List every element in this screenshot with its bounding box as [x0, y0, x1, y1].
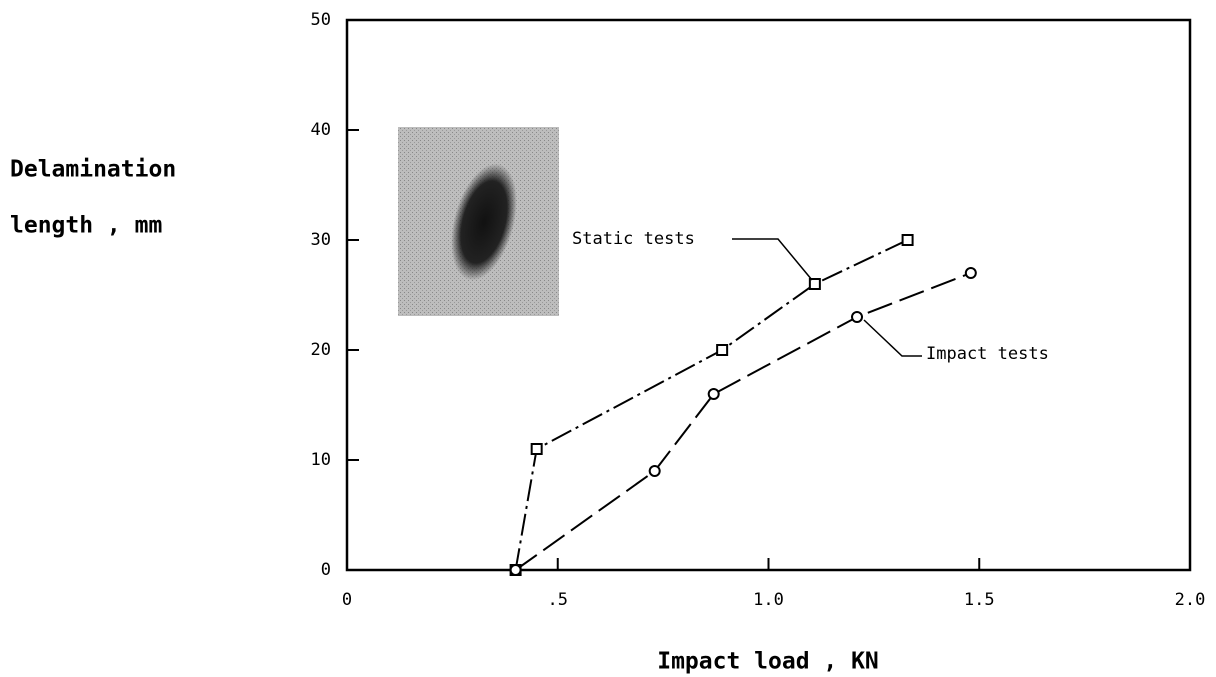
marker [716, 344, 729, 356]
inset-image [398, 127, 559, 316]
series-line [515, 272, 972, 571]
marker [851, 311, 864, 323]
y-tick-label: 10 [311, 450, 331, 470]
annotation: Static tests [572, 229, 695, 249]
y-tick-label: 40 [311, 120, 331, 140]
leader-line [732, 238, 813, 281]
y-tick-label: 20 [311, 340, 331, 360]
x-axis-label: Impact load , KN [657, 649, 879, 675]
x-tick-label: 0 [342, 590, 352, 610]
marker [648, 465, 661, 477]
x-tick-label: 1.0 [753, 590, 784, 610]
y-tick-label: 0 [321, 560, 331, 580]
marker [530, 443, 543, 455]
marker [509, 564, 522, 576]
series-line [514, 239, 909, 571]
leader-line [863, 319, 922, 357]
y-tick-label: 50 [311, 10, 331, 30]
marker [901, 234, 914, 246]
annotation: Impact tests [926, 344, 1049, 364]
x-tick-label: 1.5 [964, 590, 995, 610]
x-tick-label: 2.0 [1175, 590, 1206, 610]
marker [808, 278, 821, 290]
y-tick-label: 30 [311, 230, 331, 250]
x-tick-label: .5 [548, 590, 568, 610]
marker [964, 267, 977, 279]
marker [707, 388, 720, 400]
y-axis-label: length , mm [10, 213, 162, 239]
y-axis-label: Delamination [10, 157, 176, 183]
